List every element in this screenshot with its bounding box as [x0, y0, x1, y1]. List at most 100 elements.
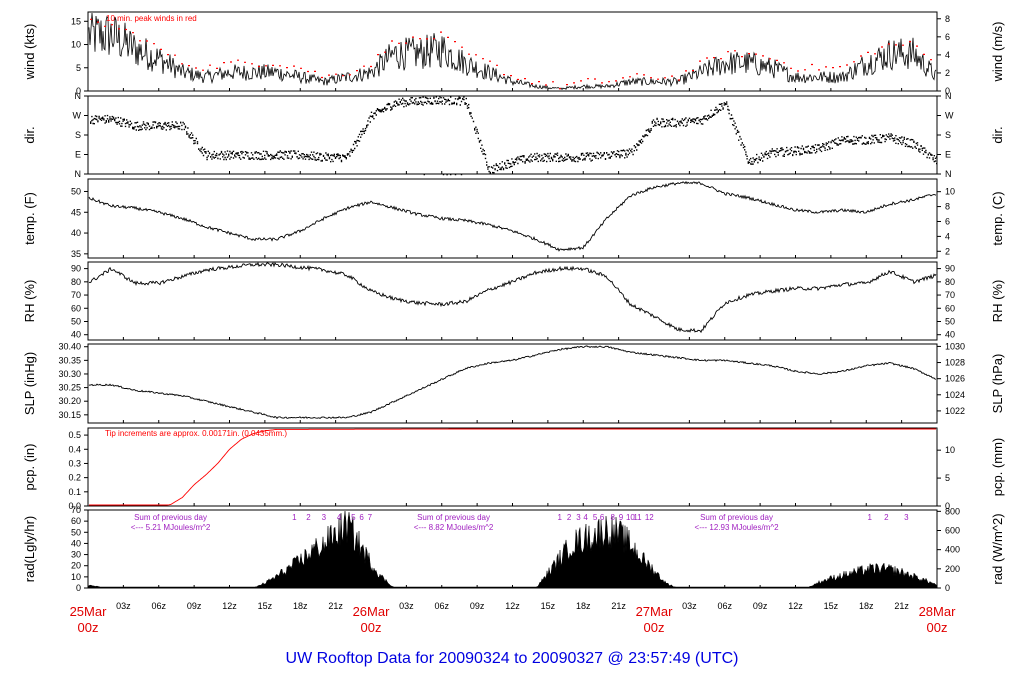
x-hour-label: 09z [187, 601, 202, 611]
rad-rtick-label: 400 [945, 545, 960, 555]
x-day-date: 26Mar [353, 604, 391, 619]
pcp-tick-label: 0.2 [68, 473, 81, 483]
rad-hour-mark: 4 [337, 513, 342, 522]
x-day-date: 27Mar [636, 604, 674, 619]
rad-hour-mark: 1 [868, 513, 873, 522]
wind-series-line [88, 12, 937, 91]
pcp-frame [87, 427, 938, 507]
temp-tick-label: 40 [71, 228, 81, 238]
temp-rtick-label: 8 [945, 202, 950, 212]
pcp-rtick-label: 5 [945, 473, 950, 483]
slp-frame [87, 343, 938, 424]
rh-rtick-label: 50 [945, 316, 955, 326]
dir-rtick-label: S [945, 130, 951, 140]
x-hour-label: 06z [717, 601, 732, 611]
rh-rtick-label: 70 [945, 290, 955, 300]
rad-hour-mark: 1 [557, 513, 562, 522]
rad-tick-label: 40 [71, 538, 81, 548]
wind-annotation: 10 min. peak winds in red [106, 14, 197, 23]
slp-tick-label: 30.20 [58, 396, 81, 406]
rad-hour-mark: 10 [626, 513, 635, 522]
rad-tick-label: 30 [71, 550, 81, 560]
slp-tick-label: 30.40 [58, 342, 81, 352]
x-day-hour: 00z [361, 620, 382, 635]
x-hour-label: 06z [151, 601, 166, 611]
temp-panel: temp. (F) temp. (C) 35 40 45 50 2 4 6 8 10 [22, 178, 1005, 259]
rad-hour-mark: 5 [593, 513, 598, 522]
pcp-series-line [89, 428, 936, 506]
dir-rtick-label: W [945, 111, 954, 121]
dir-panel: dir. dir.N NE ES SW WN N [22, 91, 1005, 179]
pcp-tick-label: 0.0 [68, 501, 81, 511]
rad-hour-mark: 6 [359, 513, 364, 522]
slp-rtick-label: 1024 [945, 390, 965, 400]
wind-peak-marks [90, 18, 932, 90]
temp-rtick-label: 2 [945, 246, 950, 256]
pcp-panel: pcp. (in) pcp. (mm) 0.0 0.1 0.2 0.3 0.4 0.5 0 5 10… [22, 427, 1005, 511]
wind-tick-label: 15 [71, 16, 81, 26]
rad-hour-mark: 1 [292, 513, 297, 522]
rad-tick-label: 70 [71, 505, 81, 515]
rad-hour-mark: 5 [351, 513, 356, 522]
rh-frame [87, 261, 938, 341]
slp-rtick-label: 1030 [945, 341, 965, 351]
x-hour-label: 15z [824, 601, 839, 611]
dir-tick-label: N [75, 169, 82, 179]
rad-hour-mark: 3 [904, 513, 909, 522]
x-hour-label: 21z [328, 601, 343, 611]
rad-hour-mark: 8 [611, 513, 616, 522]
pcp-ylabel: pcp. (in) [22, 444, 37, 491]
rh-panel: RH (%) RH (%) 40 50 60 70 80 90 40 50 60 70 80 90 [22, 261, 1005, 341]
temp-tick-label: 45 [71, 207, 81, 217]
rh-series-line [88, 261, 937, 334]
x-hour-label: 18z [576, 601, 591, 611]
wind-frame [87, 11, 938, 92]
rad-hour-mark: 2 [306, 513, 311, 522]
slp-rtick-label: 1028 [945, 358, 965, 368]
wind-tick-label: 5 [76, 63, 81, 73]
rad-panel: rad(Lgly/hr) rad (W/m^2)01020304050607002… [22, 505, 1005, 593]
pcp-tick-label: 0.5 [68, 430, 81, 440]
x-hour-label: 03z [116, 601, 131, 611]
rad-hour-mark: 7 [368, 513, 373, 522]
slp-ylabel: SLP (inHg) [22, 352, 37, 415]
wind-tick-label: 10 [71, 40, 81, 50]
x-day-hour: 00z [644, 620, 665, 635]
rad-tick-label: 60 [71, 516, 81, 526]
rad-hour-mark: 11 [633, 513, 642, 522]
dir-ylabel-right: dir. [990, 126, 1005, 143]
x-hour-label: 18z [859, 601, 874, 611]
rad-hour-mark: 12 [645, 513, 654, 522]
slp-series-line [88, 345, 937, 420]
temp-rtick-label: 4 [945, 231, 950, 241]
rad-rtick-label: 800 [945, 506, 960, 516]
x-hour-label: 15z [541, 601, 556, 611]
wind-rtick-label: 4 [945, 50, 950, 60]
rh-rtick-label: 80 [945, 277, 955, 287]
x-day-hour: 00z [927, 620, 948, 635]
wind-ylabel-right: wind (m/s) [990, 22, 1005, 83]
pcp-tick-label: 0.3 [68, 458, 81, 468]
slp-ylabel-right: SLP (hPa) [990, 354, 1005, 414]
rad-hour-mark: 2 [567, 513, 572, 522]
temp-rtick-label: 6 [945, 216, 950, 226]
rad-rtick-label: 200 [945, 564, 960, 574]
rh-tick-label: 40 [71, 330, 81, 340]
slp-rtick-label: 1022 [945, 406, 965, 416]
pcp-annotation: Tip increments are approx. 0.00171in. (0… [105, 429, 287, 438]
rad-annotation: <--- 12.93 MJoules/m^2 [695, 523, 780, 532]
slp-tick-label: 30.25 [58, 383, 81, 393]
footer-title: UW Rooftop Data for 20090324 to 20090327… [285, 650, 739, 667]
temp-rtick-label: 10 [945, 187, 955, 197]
rh-tick-label: 70 [71, 290, 81, 300]
rh-rtick-label: 90 [945, 264, 955, 274]
rh-tick-label: 50 [71, 316, 81, 326]
wind-rtick-label: 6 [945, 32, 950, 42]
wind-ylabel: wind (kts) [22, 24, 37, 81]
x-hour-label: 21z [894, 601, 909, 611]
rad-annotation: Sum of previous day [134, 513, 207, 522]
rad-tick-label: 50 [71, 527, 81, 537]
rh-tick-label: 60 [71, 303, 81, 313]
rad-hour-mark: 4 [583, 513, 588, 522]
slp-tick-label: 30.15 [58, 410, 81, 420]
